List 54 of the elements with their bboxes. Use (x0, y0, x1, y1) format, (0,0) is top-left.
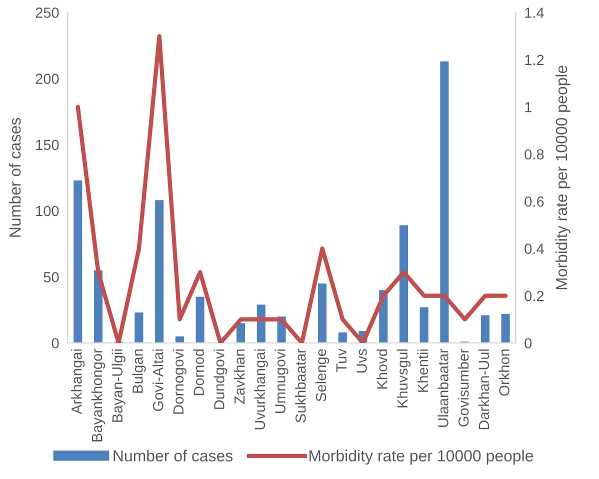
x-tick-label: Zavkhan (234, 349, 245, 404)
y2-tick-label: 1.4 (525, 8, 544, 18)
bar (420, 307, 428, 343)
x-tick-label: Dundgovi (214, 350, 228, 409)
bar (501, 314, 510, 343)
bar (338, 332, 347, 343)
legend-label: Morbidity rate per 10000 people (310, 450, 534, 465)
x-tick-label: Arkhangai (71, 349, 85, 414)
y-tick-label: 0 (52, 338, 59, 348)
y2-tick-label: 0.4 (524, 244, 544, 254)
y-tick-label: 200 (36, 74, 59, 84)
y-tick-label: 150 (36, 140, 59, 150)
legend-label: Number of cases (114, 450, 233, 462)
y2-tick-label: 0.6 (524, 196, 544, 207)
x-tick-label: Darkhan-Uul (478, 349, 490, 430)
bar (399, 225, 408, 343)
y2-tick-label: 1 (525, 102, 532, 112)
bar (480, 315, 490, 343)
bar (155, 200, 164, 343)
bar (196, 296, 204, 343)
y2-tick-label: 0.8 (524, 149, 544, 160)
x-tick-label: Bulgan (132, 349, 146, 393)
x-tick-label: Sukhbaatar (295, 348, 306, 422)
x-tick-label: Dornogovi (172, 349, 186, 414)
bar (318, 283, 327, 343)
line-series (76, 34, 508, 343)
x-tick-label: Dornod (193, 349, 204, 396)
x-tick-label: Khovd (376, 349, 388, 389)
y-tick-label: 250 (36, 8, 59, 18)
x-tick-label: Ulaanbaatar (438, 348, 448, 427)
y2-tick-label: 1.2 (525, 54, 544, 65)
bar (440, 61, 449, 343)
bar (175, 336, 184, 343)
y2-tick-label: 0.2 (524, 290, 544, 302)
bar (134, 312, 144, 343)
y-tick-label: 50 (44, 272, 59, 282)
x-tick-label: Govi-Altai (152, 350, 164, 411)
x-tick-label: Tuv (336, 348, 347, 372)
bar (74, 180, 82, 343)
x-tick-label: Khentii (417, 350, 428, 392)
x-tick-label: Selenge (315, 349, 330, 402)
x-tick-label: Khuvsgul (396, 349, 411, 408)
bar (236, 323, 246, 343)
x-tick-label: Uvurkhangai (254, 349, 268, 430)
y2-axis-title: Morbidity rate per 10000 people (555, 66, 570, 290)
y-tick-label: 100 (36, 206, 59, 216)
y2-tick-label: 0 (524, 338, 532, 348)
x-tick-label: Uvs (356, 349, 367, 373)
x-tick-label: Orkhon (498, 349, 510, 396)
x-tick-label: Bayan-Ulgii (112, 350, 126, 422)
x-tick-label: Govisumber (458, 348, 469, 426)
x-tick-label: Umnugovi (274, 350, 288, 414)
x-tick-label: Bayankhongor (91, 348, 106, 442)
y-axis-title: Number of cases (9, 118, 21, 237)
